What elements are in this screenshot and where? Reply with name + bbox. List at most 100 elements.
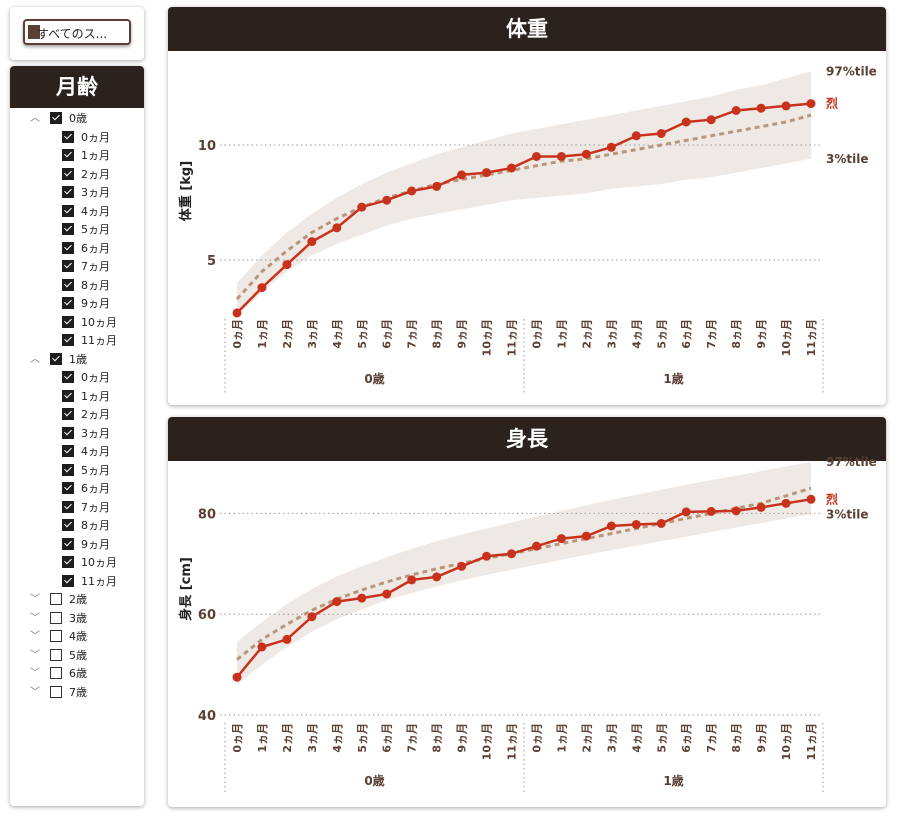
slicer-item[interactable]: 3ヵ月 — [62, 425, 110, 443]
checkbox[interactable] — [50, 685, 62, 698]
slicer-item[interactable]: 11ヵ月 — [62, 573, 117, 591]
slicer-item[interactable]: 4ヵ月 — [62, 443, 110, 461]
checkbox[interactable] — [62, 574, 74, 587]
checkbox[interactable] — [62, 408, 74, 420]
slicer-item-label: 0ヵ月 — [81, 371, 110, 384]
x-tick-label: 7ヵ月 — [705, 723, 718, 753]
select-all-button[interactable]: すべてのス... — [23, 19, 131, 45]
checkbox[interactable] — [62, 167, 74, 180]
chevron-down-icon[interactable]: ﹀ — [30, 594, 40, 605]
slicer-group-0[interactable]: ︿ 0歳 — [30, 110, 87, 128]
slicer-group-2[interactable]: ﹀ 2歳 — [30, 591, 87, 609]
chevron-down-icon[interactable]: ﹀ — [30, 686, 40, 698]
x-tick-label: 2ヵ月 — [580, 723, 593, 753]
checkbox[interactable] — [62, 482, 74, 494]
data-point — [731, 106, 741, 115]
checkbox[interactable] — [62, 556, 74, 568]
slicer-item[interactable]: 4ヵ月 — [62, 203, 110, 221]
slicer-item[interactable]: 6ヵ月 — [62, 480, 110, 498]
data-point — [556, 534, 566, 544]
slicer-item[interactable]: 7ヵ月 — [62, 499, 110, 517]
data-point — [731, 506, 741, 516]
checkbox[interactable] — [50, 630, 62, 642]
slicer-group-5[interactable]: ﹀ 5歳 — [30, 647, 87, 665]
slicer-item-label: 3ヵ月 — [81, 186, 110, 199]
checkbox[interactable] — [62, 445, 74, 457]
chevron-down-icon[interactable]: ﹀ — [30, 668, 40, 679]
checkbox[interactable] — [62, 204, 74, 217]
height-chart-title: 身長 — [168, 417, 886, 461]
slicer-item[interactable]: 11ヵ月 — [62, 332, 117, 350]
data-point — [332, 223, 342, 233]
checkbox[interactable] — [50, 648, 62, 661]
slicer-item[interactable]: 5ヵ月 — [62, 462, 110, 480]
checkbox[interactable] — [62, 371, 74, 383]
slicer-item[interactable]: 9ヵ月 — [62, 295, 110, 313]
slicer-item[interactable]: 2ヵ月 — [62, 406, 110, 424]
slicer-group-6[interactable]: ﹀ 6歳 — [30, 665, 87, 683]
checkbox[interactable] — [62, 334, 74, 346]
y-axis-label: 身長 [cm] — [178, 557, 194, 621]
chevron-down-icon[interactable]: ﹀ — [30, 649, 40, 661]
slicer-item[interactable]: 0ヵ月 — [62, 129, 110, 147]
slicer-item[interactable]: 0ヵ月 — [62, 369, 110, 387]
checkbox[interactable] — [62, 519, 74, 531]
data-point — [382, 195, 392, 205]
checkbox[interactable] — [62, 149, 74, 161]
slicer-group-3[interactable]: ﹀ 3歳 — [30, 610, 87, 628]
checkbox[interactable] — [62, 426, 74, 439]
slicer-item-label: 11ヵ月 — [81, 574, 117, 588]
y-tick-label: 5 — [207, 254, 216, 269]
slicer-item[interactable]: 2ヵ月 — [62, 166, 110, 184]
slicer-item[interactable]: 6ヵ月 — [62, 240, 110, 258]
chevron-down-icon[interactable]: ﹀ — [30, 631, 40, 642]
checkbox[interactable] — [62, 186, 74, 198]
slicer-item[interactable]: 1ヵ月 — [62, 388, 110, 406]
slicer-item[interactable]: 10ヵ月 — [62, 314, 117, 332]
checkbox[interactable] — [62, 537, 74, 550]
checkbox[interactable] — [62, 500, 74, 513]
checkbox[interactable] — [50, 611, 62, 624]
slicer-item-label: 9ヵ月 — [81, 297, 110, 310]
slicer-item[interactable]: 7ヵ月 — [62, 258, 110, 276]
checkbox[interactable] — [62, 278, 74, 291]
slicer-group-1[interactable]: ︿ 1歳 — [30, 351, 87, 369]
x-tick-label: 4ヵ月 — [630, 319, 643, 349]
checkbox[interactable] — [62, 130, 74, 143]
data-point — [606, 142, 616, 152]
slicer-item[interactable]: 9ヵ月 — [62, 536, 110, 554]
x-tick-label: 8ヵ月 — [730, 723, 743, 753]
checkbox[interactable] — [62, 389, 74, 402]
checkbox[interactable] — [62, 260, 74, 272]
checkbox[interactable] — [50, 667, 62, 679]
x-tick-label: 1ヵ月 — [256, 319, 269, 349]
x-tick-label: 7ヵ月 — [705, 319, 718, 349]
checkbox[interactable] — [62, 463, 74, 476]
checkbox[interactable] — [62, 241, 74, 254]
checkbox[interactable] — [50, 352, 62, 365]
data-point — [357, 593, 367, 603]
checkbox[interactable] — [62, 223, 74, 235]
slicer-group-4[interactable]: ﹀ 4歳 — [30, 628, 87, 646]
data-point — [756, 103, 766, 113]
slicer-item[interactable]: 10ヵ月 — [62, 554, 117, 572]
checkbox[interactable] — [50, 112, 62, 124]
chevron-up-icon[interactable]: ︿ — [30, 353, 40, 365]
data-point — [282, 260, 292, 270]
x-tick-label: 9ヵ月 — [755, 723, 768, 753]
slicer-item[interactable]: 8ヵ月 — [62, 277, 110, 295]
checkbox[interactable] — [50, 593, 62, 605]
slicer-item[interactable]: 5ヵ月 — [62, 221, 110, 239]
checkbox[interactable] — [62, 315, 74, 328]
chevron-up-icon[interactable]: ︿ — [30, 113, 40, 124]
x-tick-label: 6ヵ月 — [680, 319, 693, 349]
slicer-group-label: 1歳 — [69, 352, 87, 366]
chevron-down-icon[interactable]: ﹀ — [30, 612, 40, 624]
data-point — [681, 507, 691, 517]
slicer-item[interactable]: 1ヵ月 — [62, 147, 110, 165]
x-tick-label: 0ヵ月 — [530, 319, 543, 349]
slicer-item[interactable]: 8ヵ月 — [62, 517, 110, 535]
slicer-item[interactable]: 3ヵ月 — [62, 184, 110, 202]
checkbox[interactable] — [62, 297, 74, 309]
slicer-group-7[interactable]: ﹀ 7歳 — [30, 684, 87, 702]
